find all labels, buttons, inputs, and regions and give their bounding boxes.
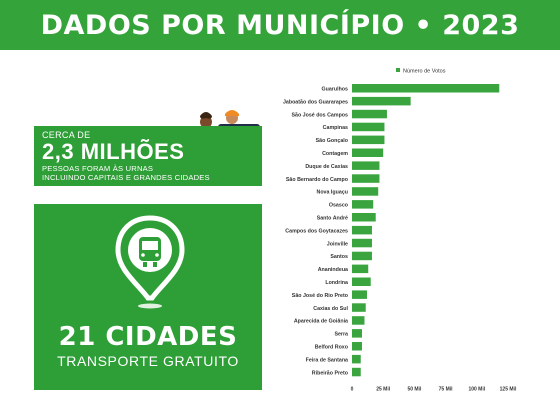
voters-prefix: CERCA DE — [42, 130, 91, 140]
bar — [352, 342, 362, 351]
voters-headline: 2,3 MILHÕES — [42, 139, 185, 164]
x-tick-label: 25 Mil — [376, 387, 391, 392]
bar — [352, 329, 362, 338]
bar — [352, 122, 385, 132]
category-label: São Bernardo do Campo — [286, 177, 349, 183]
legend-swatch — [396, 68, 400, 72]
category-label: Guarulhos — [322, 87, 349, 93]
bar — [352, 225, 372, 235]
category-label: Contagem — [322, 151, 348, 157]
category-label: Santo André — [317, 216, 348, 222]
cities-subtitle: TRANSPORTE GRATUITO — [57, 353, 239, 369]
bar — [352, 303, 366, 312]
category-label: Santos — [330, 254, 348, 260]
category-label: Nova Iguaçu — [317, 190, 349, 196]
bar — [352, 135, 385, 145]
category-label: Londrina — [325, 280, 348, 286]
bar — [352, 316, 365, 325]
x-tick-label: 100 Mil — [468, 387, 485, 392]
bar — [352, 148, 384, 157]
page-title: DADOS POR MUNICÍPIO • 2023 — [40, 9, 520, 41]
votes-by-city-bar-chart: Número de Votos Guarulhos Jaboatão dos Gua… — [283, 68, 517, 392]
voters-line-1: PESSOAS FORAM ÀS URNAS — [42, 164, 154, 173]
bar — [352, 290, 367, 299]
category-label: Osasco — [329, 203, 349, 209]
x-tick-label: 50 Mil — [407, 387, 422, 392]
bar — [352, 174, 380, 183]
bus-location-pin-icon — [115, 215, 185, 309]
category-label: São José dos Campos — [291, 112, 348, 118]
category-label: Feira de Santana — [306, 357, 348, 363]
category-label: Caxias do Sul — [313, 306, 348, 312]
bar — [352, 161, 380, 170]
category-label: Duque de Caxias — [305, 164, 348, 170]
x-tick-label: 125 Mil — [500, 387, 517, 392]
voters-card: CERCA DE 2,3 MILHÕES PESSOAS FORAM ÀS UR… — [34, 126, 262, 186]
category-label: Campinas — [323, 125, 348, 131]
category-label: São José do Rio Preto — [292, 293, 349, 299]
x-tick-label: 75 Mil — [439, 387, 454, 392]
bar — [352, 200, 374, 209]
category-label: Aparecida de Goiânia — [294, 319, 348, 325]
bar — [352, 213, 376, 222]
category-label: São Gonçalo — [316, 138, 349, 144]
category-label: Ribeirão Preto — [312, 370, 349, 376]
category-label: Ananindeua — [318, 267, 348, 273]
bar — [352, 238, 372, 248]
bar — [352, 109, 387, 119]
header-banner: DADOS POR MUNICÍPIO • 2023 — [0, 0, 560, 50]
bar — [352, 251, 372, 261]
legend-label: Número de Votos — [403, 69, 446, 75]
bar — [352, 277, 371, 286]
category-label: Serra — [334, 332, 348, 338]
category-label: Campos dos Goytacazes — [285, 228, 348, 234]
cities-card: 21 CIDADES TRANSPORTE GRATUITO — [34, 204, 262, 390]
bar — [352, 264, 369, 274]
bar — [352, 354, 361, 364]
bar — [352, 367, 361, 377]
bar — [352, 187, 379, 196]
x-tick-label: 0 — [351, 387, 354, 392]
bar — [352, 96, 411, 106]
cities-headline: 21 CIDADES — [58, 322, 238, 352]
category-label: Belford Roxo — [315, 345, 349, 351]
bar — [352, 84, 500, 93]
voters-line-2: INCLUINDO CAPITAIS E GRANDES CIDADES — [42, 173, 210, 182]
category-label: Jaboatão dos Guararapes — [283, 99, 348, 105]
category-label: Joinville — [327, 241, 348, 247]
